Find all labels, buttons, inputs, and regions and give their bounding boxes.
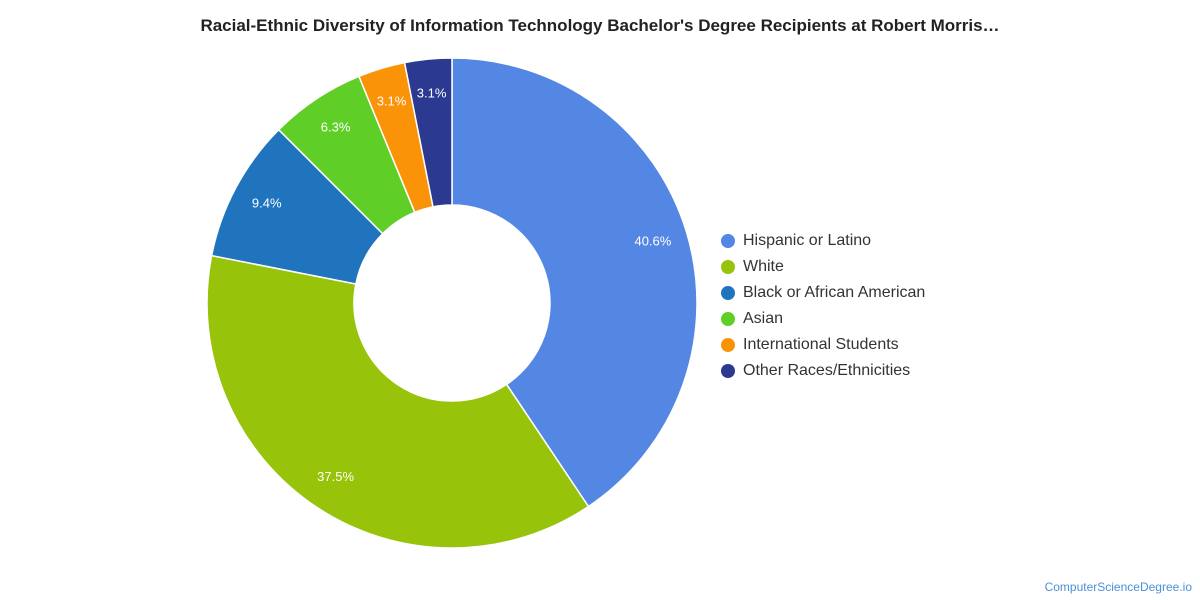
- slice-hispanic-or-latino[interactable]: [451, 57, 698, 508]
- legend-item[interactable]: Hispanic or Latino: [721, 228, 925, 254]
- legend-swatch: [721, 338, 735, 352]
- legend-swatch: [721, 260, 735, 274]
- legend-item[interactable]: Black or African American: [721, 280, 925, 306]
- slice-labels: 40.6% 37.5% 9.4% 6.3% 3.1% 3.1%: [252, 85, 672, 484]
- legend: Hispanic or Latino White Black or African …: [721, 228, 925, 384]
- slice-label: 6.3%: [321, 120, 351, 135]
- watermark-link[interactable]: ComputerScienceDegree.io: [1044, 580, 1192, 594]
- legend-item[interactable]: Asian: [721, 306, 925, 332]
- legend-label: International Students: [743, 336, 899, 353]
- legend-label: Hispanic or Latino: [743, 232, 872, 249]
- legend-label: Black or African American: [743, 284, 926, 301]
- slice-other-races-ethnicities[interactable]: [403, 57, 453, 208]
- slice-label: 3.1%: [417, 85, 447, 100]
- legend-swatch: [721, 364, 735, 378]
- legend-swatch: [721, 234, 735, 248]
- slice-label: 3.1%: [377, 93, 407, 108]
- slice-white[interactable]: [206, 254, 590, 549]
- slice-label: 37.5%: [317, 469, 354, 484]
- legend-swatch: [721, 312, 735, 326]
- legend-item[interactable]: White: [721, 254, 925, 280]
- legend-label: Other Races/Ethnicities: [743, 362, 911, 379]
- chart-title: Racial-Ethnic Diversity of Information T…: [200, 16, 1000, 35]
- slice-label: 40.6%: [634, 233, 671, 248]
- legend-swatch: [721, 286, 735, 300]
- slice-label: 9.4%: [252, 196, 282, 211]
- legend-item[interactable]: Other Races/Ethnicities: [721, 358, 925, 384]
- slices: [206, 57, 698, 549]
- legend-item[interactable]: International Students: [721, 332, 925, 358]
- legend-label: Asian: [743, 310, 784, 327]
- legend-label: White: [743, 258, 784, 275]
